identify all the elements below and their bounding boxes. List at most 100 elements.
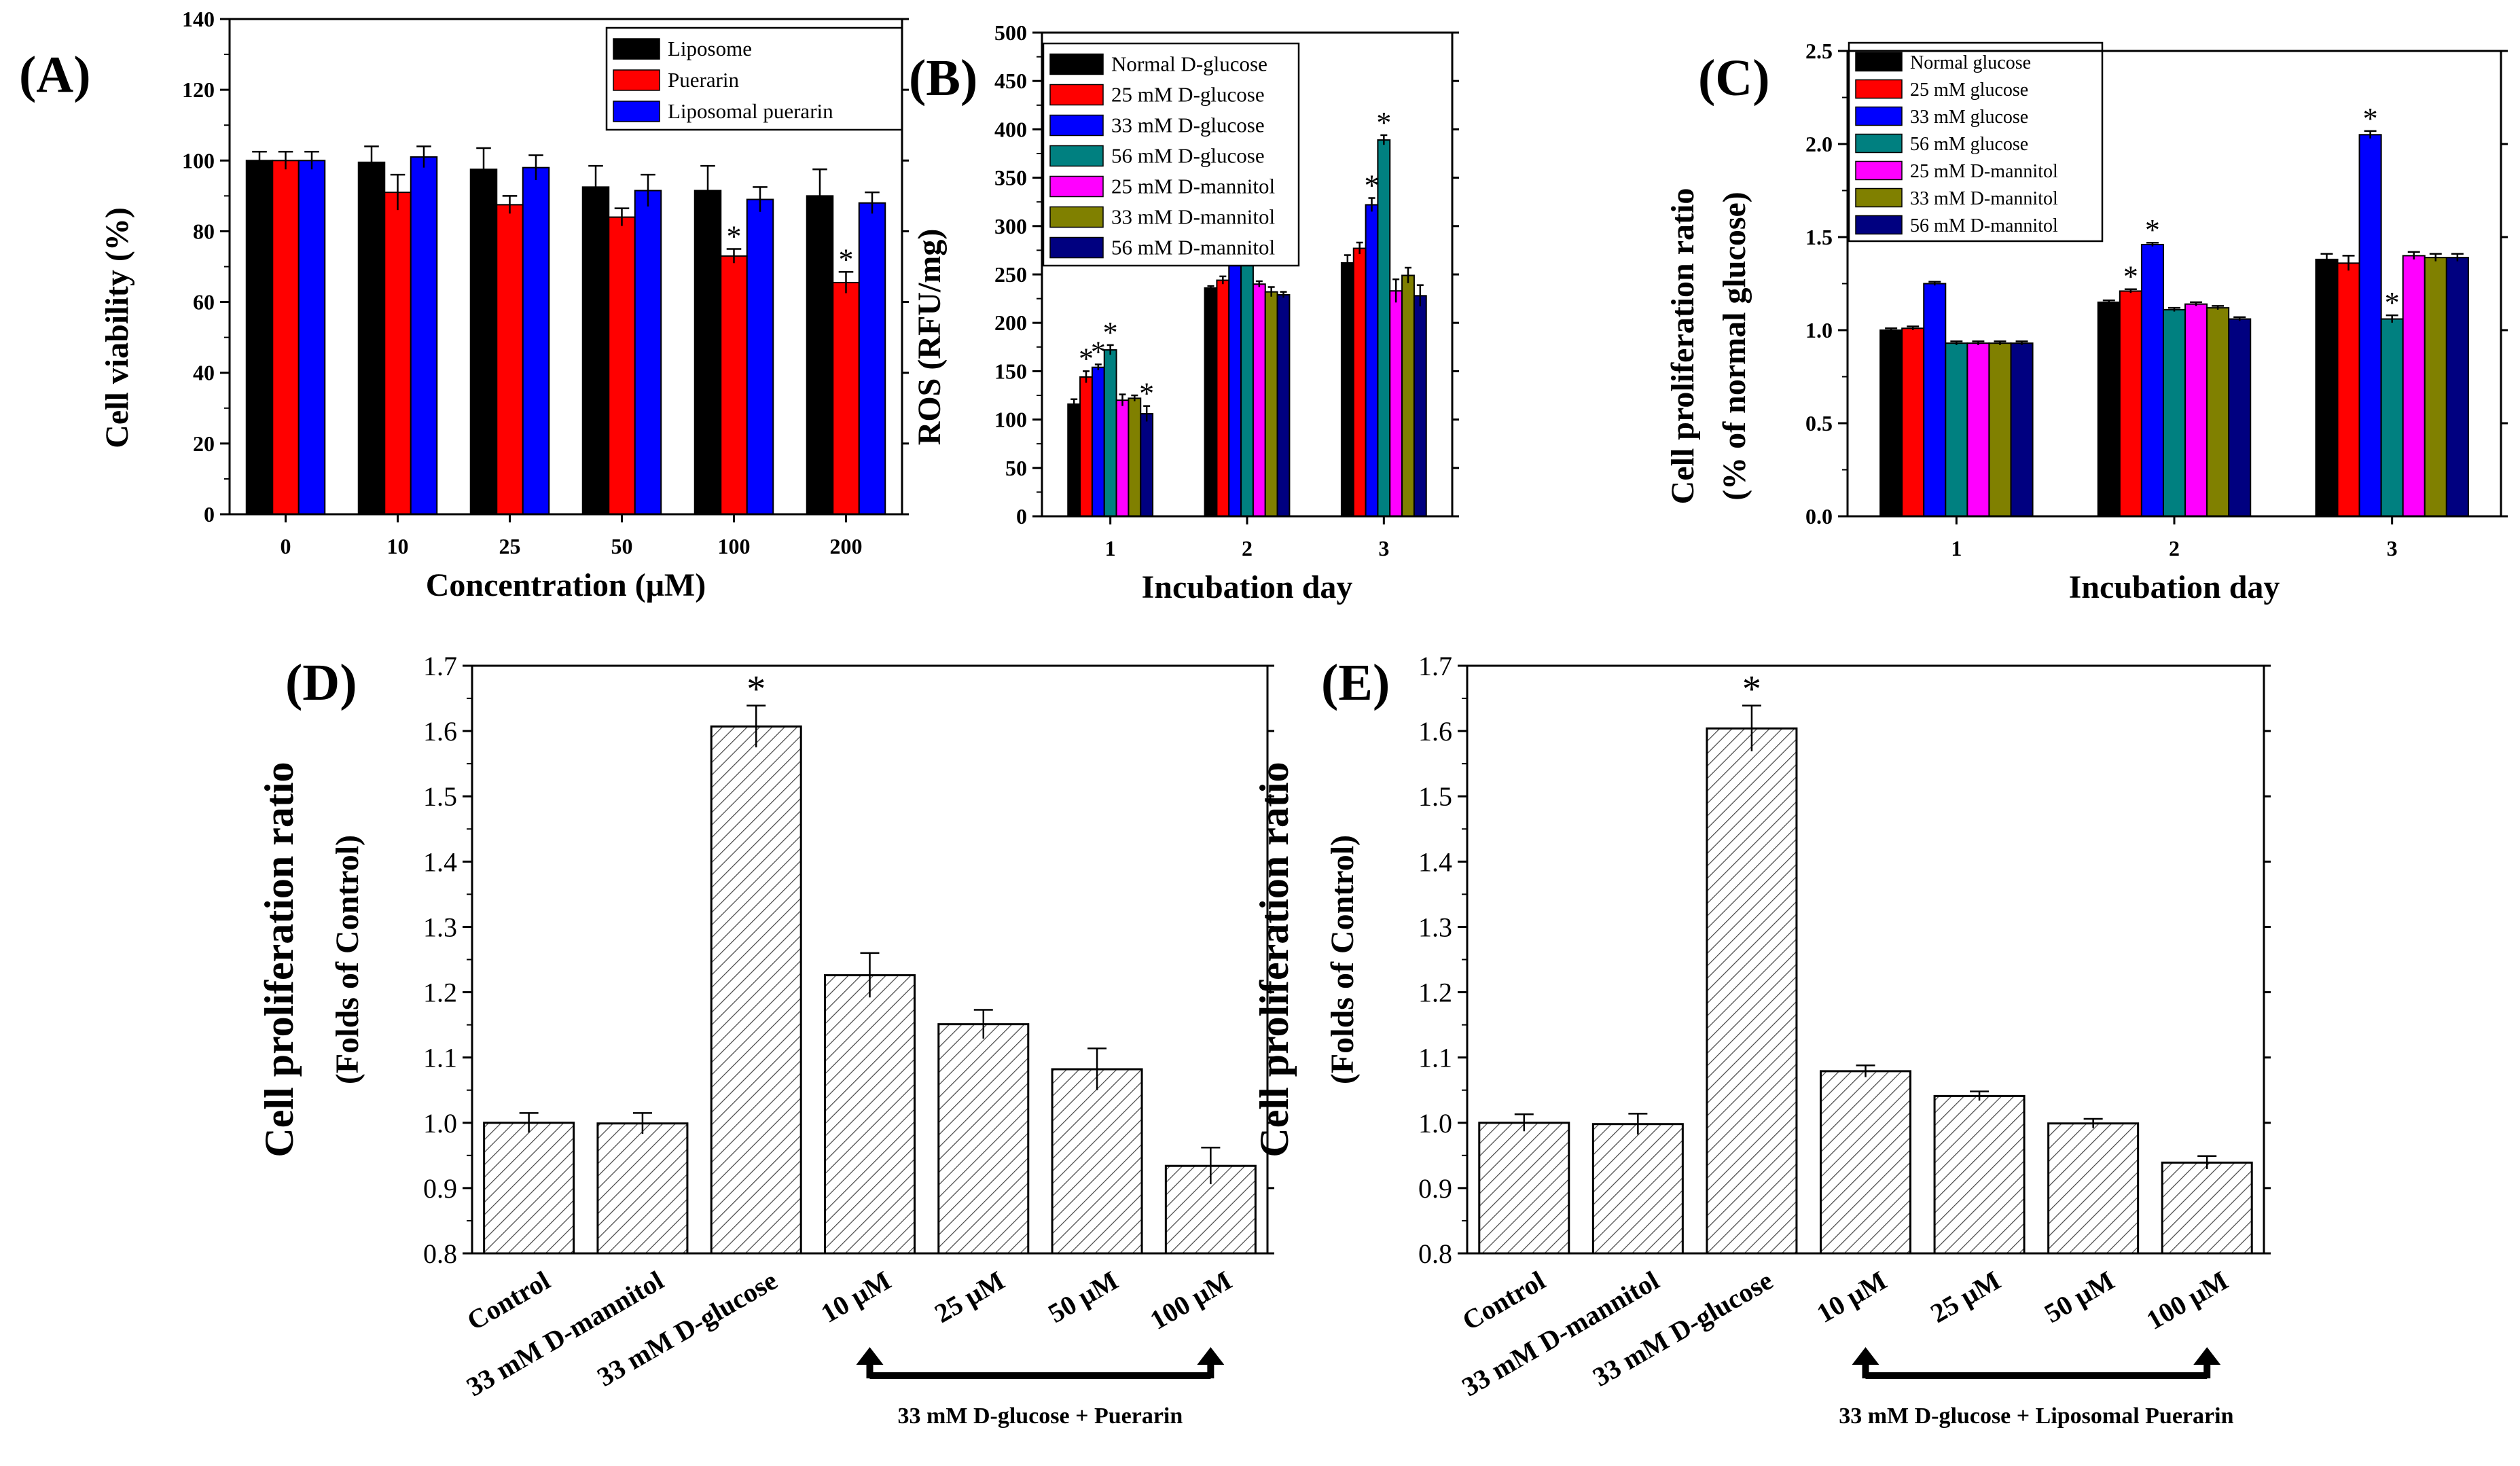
bar [2402,255,2426,517]
legend-swatch [1049,145,1104,167]
legend-swatch [613,69,660,91]
bar [1264,291,1278,517]
bar [1879,329,1903,517]
y-tick-label: 1.0 [423,1108,457,1139]
y-tick-label: 1.3 [423,912,457,942]
x-tick-label: 25 μM [1925,1265,2005,1329]
y-tick-label: 120 [182,77,215,102]
bar [272,160,300,516]
y-tick-label: 1.5 [1418,781,1452,812]
x-tick-label: 1 [1105,536,1116,560]
bar [469,168,498,516]
legend-swatch [1855,52,1903,72]
bar [1365,204,1379,517]
significance-star: * [746,668,766,711]
legend-entry: Liposomal puerarin [668,99,833,123]
y-tick-label: 1.2 [423,978,457,1008]
y-tick-label: 250 [994,262,1027,287]
legend-swatch [1855,187,1903,208]
bar [1901,327,1925,517]
y-tick-label: 100 [182,148,215,173]
bar [384,192,412,515]
significance-star: * [1139,377,1154,410]
y-axis-title-line2: (% of normal glucose) [1716,192,1752,501]
y-tick-label: 0.0 [1805,504,1833,529]
bar [522,166,550,515]
y-tick-label: 0.5 [1805,411,1833,435]
legend-entry: Liposome [668,37,752,60]
panel-label: (A) [19,46,91,103]
y-tick-label: 140 [182,7,215,31]
bar [2161,1161,2253,1255]
significance-star: * [1365,169,1380,202]
x-tick-label: 10 μM [816,1265,896,1329]
plot-frame [1466,664,2265,1255]
y-tick-label: 1.5 [1805,225,1833,249]
plot-frame [1846,50,2502,518]
bar [858,202,886,515]
legend-entry: 56 mM glucose [1910,134,2028,155]
legend-swatch [1855,79,1903,99]
legend-swatch [1049,53,1104,75]
bar [2206,307,2230,517]
x-tick-label: 33 mM D-mannitol [1456,1265,1663,1402]
bar [1204,287,1218,517]
bar [2228,318,2252,517]
bar [746,198,774,515]
group-label: 33 mM D-glucose + Puerarin [898,1404,1183,1429]
group-arrow-head [1197,1347,1225,1365]
bar [1389,290,1403,517]
x-tick-label: 0 [281,534,291,558]
legend-entry: 25 mM glucose [1910,79,2028,101]
y-tick-label: 150 [994,359,1027,383]
significance-star: * [1103,316,1118,349]
x-tick-label: 33 mM D-mannitol [461,1265,668,1402]
bar [1276,293,1291,517]
y-tick-label: 2.0 [1805,132,1833,156]
x-tick-label: 10 [387,534,409,558]
legend-entry: Puerarin [668,68,740,92]
bar [1240,233,1254,517]
x-tick-label: 25 μM [929,1265,1009,1329]
y-tick-label: 0.8 [1418,1238,1452,1269]
significance-star: * [2385,286,2400,319]
y-tick-label: 40 [193,361,215,385]
plot-frame [471,664,1269,1255]
y-tick-label: 0 [1016,504,1027,529]
y-tick-label: 60 [193,290,215,315]
bar [634,190,662,515]
legend-entry: 56 mM D-mannitol [1111,236,1275,260]
y-axis-title: Cell proliferation ratio [1252,762,1297,1157]
y-tick-label: 80 [193,219,215,243]
x-tick-label: 10 μM [1812,1265,1892,1329]
y-tick-label: 0.8 [423,1238,457,1269]
bar [1706,727,1798,1255]
bar [1067,403,1081,517]
legend-swatch [1855,215,1903,235]
bar [581,186,610,515]
bar [483,1122,575,1255]
legend-swatch [1049,175,1104,198]
x-tick-label: 100 μM [2141,1265,2233,1336]
x-tick-label: 3 [1378,536,1389,560]
legend-entry: 25 mM D-mannitol [1111,175,1275,198]
y-tick-label: 2.5 [1805,39,1833,63]
y-tick-label: 300 [994,214,1027,238]
legend-entry: 33 mM D-glucose [1111,113,1265,137]
x-tick-label: 50 μM [1043,1265,1123,1329]
bar [1103,349,1117,518]
x-tick-label: Control [1457,1265,1550,1336]
bar [832,281,860,515]
x-tick-label: 200 [830,534,863,558]
legend-swatch [1855,133,1903,154]
plot-frame [228,18,903,516]
y-tick-label: 100 [994,408,1027,432]
significance-star: * [1742,668,1761,711]
bar [720,255,748,515]
x-axis-title: Incubation day [1142,569,1353,605]
bar [2337,262,2360,517]
y-tick-label: 500 [994,20,1027,45]
bar [937,1023,1030,1255]
legend-entry: 33 mM glucose [1910,107,2028,128]
